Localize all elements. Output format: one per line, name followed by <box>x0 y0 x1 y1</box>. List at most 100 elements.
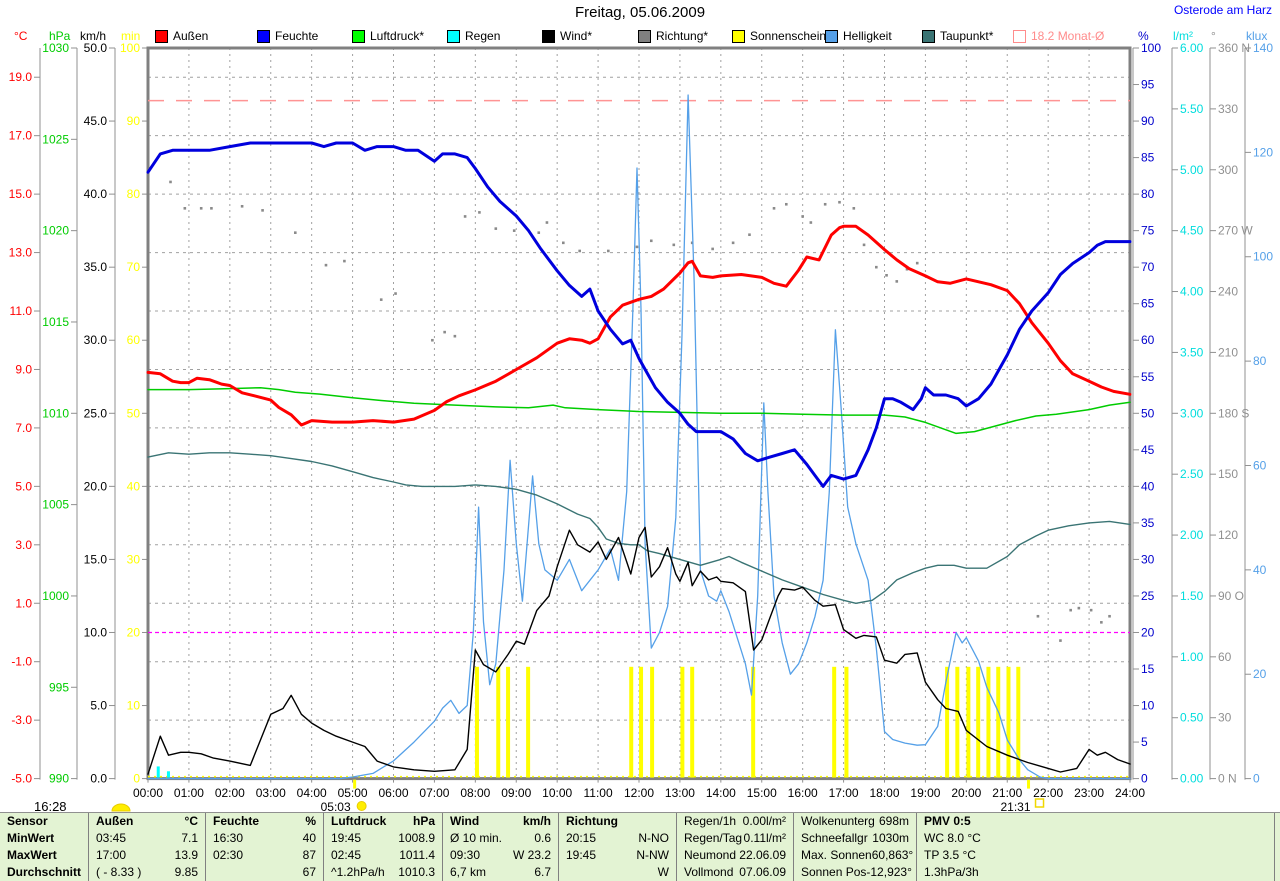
svg-text:0: 0 <box>1253 772 1260 786</box>
legend-item-aussen[interactable]: Außen <box>155 29 208 43</box>
stats-cell: TP 3.5 °C <box>924 848 976 862</box>
stats-cell: MaxWert <box>7 848 57 862</box>
svg-text:19.0: 19.0 <box>9 70 33 84</box>
stats-cell: 67 <box>302 865 316 879</box>
stats-cell: W <box>657 865 669 879</box>
stats-cell: 03:45 7.1 <box>96 831 198 845</box>
stats-cell: Durchschnitt <box>7 865 82 879</box>
stats-col-feuchte: Feuchte% 16:30 40 02:30 87 67 <box>205 813 323 881</box>
stats-cell: 16:30 40 <box>213 831 316 845</box>
svg-text:3.50: 3.50 <box>1180 345 1204 359</box>
svg-text:13:00: 13:00 <box>665 786 695 800</box>
legend-item-sonnenschein[interactable]: Sonnenschein <box>732 29 826 43</box>
x-axis-labels: 00:00 01:00 02:00 03:00 04:00 05:00 06:00 07:00… <box>133 779 1145 800</box>
stats-col-aussen: Außen °C 03:45 7.1 17:00 13.9 ( - 8.33 ) 9.85 <box>88 813 205 881</box>
svg-text:180 S: 180 S <box>1218 406 1249 420</box>
svg-text:70: 70 <box>1141 260 1155 274</box>
svg-text:3.00: 3.00 <box>1180 406 1204 420</box>
svg-text:24:00: 24:00 <box>1115 786 1145 800</box>
svg-text:20.0: 20.0 <box>84 479 108 493</box>
svg-text:10:00: 10:00 <box>542 786 572 800</box>
legend-item-regen[interactable]: Regen <box>447 29 500 43</box>
stats-cell: Schneefallgr 1030m <box>801 831 909 845</box>
svg-text:18:00: 18:00 <box>869 786 899 800</box>
stats-cell: Außen °C <box>96 814 198 828</box>
sunset-time: 21:31 <box>1000 800 1030 812</box>
svg-text:80: 80 <box>1141 187 1155 201</box>
legend-item-helligkeit[interactable]: Helligkeit <box>825 29 892 43</box>
sunshine-duration: 16:28 <box>34 799 67 812</box>
unit-temp: °C <box>14 29 28 43</box>
svg-text:22:00: 22:00 <box>1033 786 1063 800</box>
stats-cell: 20:15 N-NO <box>566 831 669 845</box>
svg-text:60: 60 <box>1218 650 1232 664</box>
svg-text:0.50: 0.50 <box>1180 711 1204 725</box>
legend-item-taupunkt[interactable]: Taupunkt* <box>922 29 993 43</box>
svg-text:120: 120 <box>1253 145 1273 159</box>
stats-cell: 6,7 km 6.7 <box>450 865 551 879</box>
stats-cell: Wind km/h <box>450 814 551 828</box>
svg-text:03:00: 03:00 <box>256 786 286 800</box>
legend-item-monat[interactable]: 18.2 Monat-Ø <box>1013 29 1104 43</box>
svg-text:9.0: 9.0 <box>15 362 32 376</box>
legend-item-feuchte[interactable]: Feuchte <box>257 29 318 43</box>
svg-text:1.0: 1.0 <box>15 596 32 610</box>
svg-text:120: 120 <box>1218 528 1238 542</box>
stats-cell: Sensor <box>7 814 48 828</box>
svg-text:0: 0 <box>133 772 140 786</box>
stats-cell: 19:45 N-NW <box>566 848 669 862</box>
svg-text:60: 60 <box>1141 333 1155 347</box>
sun-markers: 05:03 21:31 16:28 <box>34 779 1045 812</box>
svg-text:45: 45 <box>1141 443 1155 457</box>
svg-text:0.00: 0.00 <box>1180 772 1204 786</box>
svg-text:50: 50 <box>127 406 141 420</box>
legend-label: Luftdruck* <box>370 29 425 43</box>
svg-text:4.50: 4.50 <box>1180 224 1204 238</box>
monat-swatch-icon <box>1013 29 1026 43</box>
legend-item-richtung[interactable]: Richtung* <box>638 29 708 43</box>
regen-swatch-icon <box>447 29 460 43</box>
svg-text:1.00: 1.00 <box>1180 650 1204 664</box>
svg-text:40.0: 40.0 <box>84 187 108 201</box>
svg-text:990: 990 <box>49 772 69 786</box>
stats-cell: Luftdruck hPa <box>331 814 435 828</box>
svg-text:17.0: 17.0 <box>9 129 33 143</box>
stats-cell: Ø 10 min. 0.6 <box>450 831 551 845</box>
axis-deg: 360 N 330 300 270 W 240 210 180 S 150 120 90 O 60 3… <box>1209 41 1253 786</box>
svg-text:25.0: 25.0 <box>84 406 108 420</box>
svg-text:35.0: 35.0 <box>84 260 108 274</box>
stats-cell: Wolkenunterg 698m <box>801 814 909 828</box>
svg-text:65: 65 <box>1141 297 1155 311</box>
stats-cell: Feuchte% <box>213 814 316 828</box>
axis-kmh: 50.0 45.0 40.0 35.0 30.0 25.0 20.0 15.0 10.0 5.0 0… <box>84 41 116 786</box>
legend-item-luftdruck[interactable]: Luftdruck* <box>352 29 424 43</box>
sunrise-time: 05:03 <box>321 800 351 812</box>
axis-temp: 19.0 17.0 15.0 13.0 11.0 9.0 7.0 5.0 3.0 1.0 -1.0 -… <box>9 48 41 786</box>
svg-text:6.00: 6.00 <box>1180 41 1204 55</box>
unit-min: min <box>121 29 140 43</box>
svg-text:-3.0: -3.0 <box>11 713 32 727</box>
stats-cell: Regen/Tag 0.11l/m² <box>684 831 786 845</box>
stats-cell: 02:30 87 <box>213 848 316 862</box>
svg-text:7.0: 7.0 <box>15 421 32 435</box>
wind-swatch-icon <box>542 29 555 43</box>
svg-text:30: 30 <box>127 552 141 566</box>
svg-text:15.0: 15.0 <box>84 552 108 566</box>
svg-text:30: 30 <box>1141 552 1155 566</box>
svg-text:30.0: 30.0 <box>84 333 108 347</box>
legend-item-wind[interactable]: Wind* <box>542 29 592 43</box>
sunset-icon <box>1034 798 1045 808</box>
date-title: Freitag, 05.06.2009 <box>574 4 706 21</box>
svg-text:995: 995 <box>49 680 69 694</box>
unit-lm2: l/m² <box>1173 29 1193 43</box>
svg-text:00:00: 00:00 <box>133 786 163 800</box>
svg-text:330: 330 <box>1218 102 1238 116</box>
svg-text:5.0: 5.0 <box>90 699 107 713</box>
svg-text:70: 70 <box>127 260 141 274</box>
series-sonnenschein <box>474 666 1021 778</box>
svg-text:11:00: 11:00 <box>584 786 613 800</box>
svg-text:-5.0: -5.0 <box>11 772 32 786</box>
svg-text:100: 100 <box>1253 250 1273 264</box>
svg-text:1020: 1020 <box>42 224 69 238</box>
stats-cell: ( - 8.33 ) 9.85 <box>96 865 198 879</box>
